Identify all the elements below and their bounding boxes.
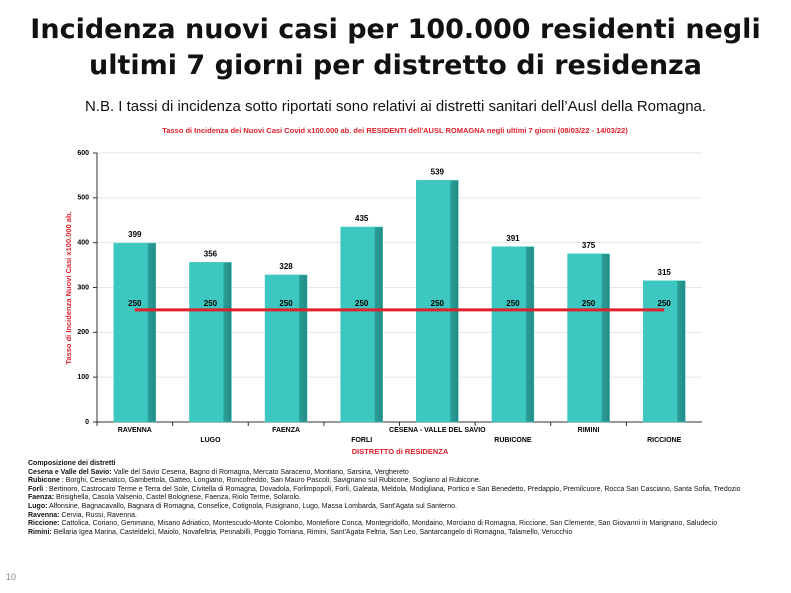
- value-label: 435: [355, 214, 369, 223]
- composition: Composizione dei distretti Cesena e Vall…: [28, 460, 768, 537]
- district-municipalities: Brisighella, Casola Valsenio, Castel Bol…: [56, 494, 301, 502]
- x-tick-label: RICCIONE: [647, 437, 682, 444]
- x-tick-label: LUGO: [200, 437, 221, 444]
- composition-item: Faenza: Brisighella, Casola Valsenio, Ca…: [28, 494, 768, 503]
- value-label: 328: [279, 262, 293, 271]
- y-tick-label: 200: [77, 329, 89, 336]
- value-label: 539: [431, 167, 445, 176]
- y-tick-label: 100: [77, 374, 89, 381]
- bar: [416, 180, 459, 423]
- reference-label: 250: [582, 299, 596, 308]
- district-name: Riccione:: [28, 520, 60, 528]
- district-name: Cesena e Valle del Savio:: [28, 468, 112, 476]
- bar: [189, 262, 232, 423]
- bar: [264, 274, 308, 423]
- reference-label: 250: [279, 299, 293, 308]
- x-tick-label: RIMINI: [578, 427, 600, 434]
- district-name: Forlì: [28, 485, 44, 493]
- slide-title: Incidenza nuovi casi per 100.000 residen…: [30, 14, 761, 45]
- page-number: 10: [6, 572, 17, 582]
- x-tick-label: FAENZA: [272, 427, 300, 434]
- value-label: 375: [582, 241, 596, 250]
- reference-label: 250: [204, 299, 218, 308]
- district-name: Faenza:: [28, 494, 55, 502]
- reference-label: 250: [431, 299, 445, 308]
- district-municipalities: Bellaria Igea Marina, Casteldelci, Maiol…: [53, 528, 573, 536]
- y-tick-label: 0: [85, 419, 89, 426]
- note: N.B. I tassi di incidenza sotto riportat…: [84, 98, 707, 115]
- district-municipalities: Cattolica, Coriano, Gemmano, Misano Adri…: [61, 520, 718, 528]
- district-municipalities: Valle del Savio Cesena, Bagno di Romagna…: [113, 468, 409, 476]
- chart: Tasso di Incidenza dei Nuovi Casi Covid …: [64, 126, 702, 456]
- composition-item: Rimini: Bellaria Igea Marina, Casteldelc…: [28, 529, 768, 538]
- bar: [491, 246, 535, 423]
- reference-label: 250: [355, 299, 369, 308]
- composition-item: Rubicone : Borghi, Cesenatico, Gambettol…: [28, 477, 768, 486]
- value-label: 356: [204, 250, 218, 259]
- y-tick-label: 300: [77, 284, 89, 291]
- district-municipalities: Cervia, Russi, Ravenna.: [61, 511, 137, 519]
- composition-heading: Composizione dei distretti: [28, 460, 116, 467]
- y-tick-label: 600: [77, 150, 89, 157]
- y-axis-label: Tasso di Incidenza Nuovi Casi x100.000 a…: [64, 211, 73, 364]
- district-name: Lugo:: [28, 502, 48, 510]
- x-axis-label: DISTRETTO di RESIDENZA: [352, 447, 449, 456]
- reference-label: 250: [658, 299, 672, 308]
- value-label: 399: [128, 230, 142, 239]
- reference-label: 250: [128, 299, 142, 308]
- bar: [113, 242, 157, 423]
- district-municipalities: Alfonsine, Bagnacavallo, Bagnara di Roma…: [49, 502, 457, 510]
- x-tick-label: RUBICONE: [494, 437, 532, 444]
- composition-item: Forlì : Bertinoro, Castrocaro Terme e Te…: [28, 486, 768, 495]
- value-label: 315: [658, 268, 672, 277]
- reference-label: 250: [506, 299, 520, 308]
- bar: [340, 226, 383, 423]
- composition-item: Lugo: Alfonsine, Bagnacavallo, Bagnara d…: [28, 503, 768, 512]
- district-municipalities: : Bertinoro, Castrocaro Terme e Terra de…: [45, 485, 741, 493]
- district-municipalities: : Borghi, Cesenatico, Gambettola, Gatteo…: [61, 477, 481, 485]
- slide-title: ultimi 7 giorni per distretto di residen…: [89, 50, 702, 81]
- y-tick-label: 500: [77, 195, 89, 202]
- y-tick-label: 400: [77, 240, 89, 247]
- x-tick-label: CESENA - VALLE DEL SAVIO: [389, 427, 486, 434]
- district-name: Rimini:: [28, 528, 52, 536]
- chart-title: Tasso di Incidenza dei Nuovi Casi Covid …: [162, 126, 628, 135]
- x-tick-label: FORLI: [351, 437, 372, 444]
- composition-item: Riccione: Cattolica, Coriano, Gemmano, M…: [28, 520, 768, 529]
- value-label: 391: [506, 234, 520, 243]
- bar: [567, 253, 610, 423]
- composition-item: Ravenna: Cervia, Russi, Ravenna.: [28, 512, 768, 521]
- x-tick-label: RAVENNA: [118, 427, 152, 434]
- composition-item: Cesena e Valle del Savio: Valle del Savi…: [28, 469, 768, 478]
- district-name: Ravenna:: [28, 511, 60, 519]
- district-name: Rubicone: [28, 477, 60, 485]
- bar: [642, 280, 686, 423]
